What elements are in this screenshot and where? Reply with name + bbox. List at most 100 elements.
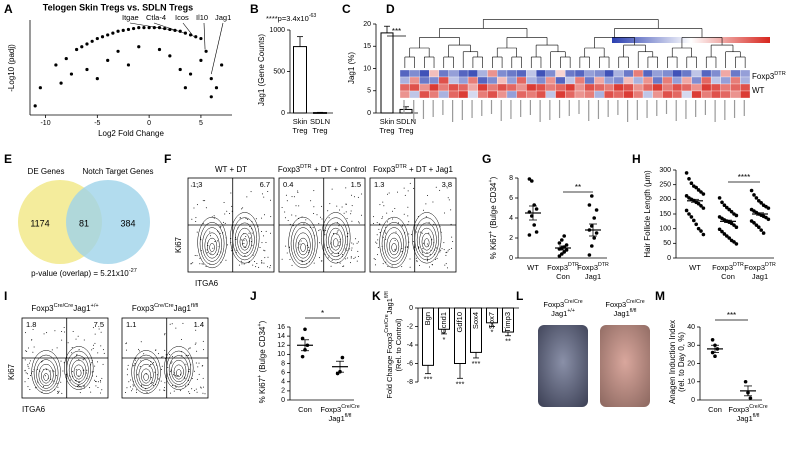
y-tick-label: 8 xyxy=(509,175,513,182)
event-dot xyxy=(376,254,378,256)
event-dot xyxy=(203,349,205,351)
text-run: Foxp3 xyxy=(31,304,54,313)
leader-line xyxy=(153,22,185,34)
event-dot xyxy=(339,209,341,211)
event-dot xyxy=(135,358,137,360)
event-dot xyxy=(151,382,153,384)
heatmap-cell xyxy=(448,76,459,85)
data-point xyxy=(54,63,58,67)
count: 384 xyxy=(120,218,135,228)
panel-E: E DE Genes Notch Target Genes 1174 81 384 p-va… xyxy=(4,152,154,278)
data-point xyxy=(717,196,722,200)
contour xyxy=(171,359,187,383)
event-dot xyxy=(297,190,299,192)
event-dot xyxy=(412,241,414,243)
event-dot xyxy=(339,262,341,264)
event-dot xyxy=(155,349,157,351)
event-dot xyxy=(270,199,272,201)
event-dot xyxy=(243,239,245,241)
y-tick-label: 500 xyxy=(273,68,285,75)
event-dot xyxy=(381,218,383,220)
category-label: Jag1 xyxy=(585,272,601,281)
data-point xyxy=(759,201,763,205)
contour xyxy=(389,237,400,256)
category-label: Jag1fl/fl xyxy=(329,413,352,423)
event-dot xyxy=(195,329,197,331)
event-dot xyxy=(57,391,59,393)
event-dot xyxy=(291,264,293,266)
y-axis-label: Fold Change Foxp3Cre/CreJag1fl/fl xyxy=(384,291,394,398)
event-dot xyxy=(86,369,88,371)
heatmap-cell xyxy=(438,76,449,85)
data-point xyxy=(116,29,120,33)
event-dot xyxy=(164,387,166,389)
event-dot xyxy=(440,249,442,251)
y-tick-label: 30 xyxy=(687,342,695,349)
event-dot xyxy=(289,223,291,225)
event-dot xyxy=(200,250,202,252)
event-dot xyxy=(350,210,352,212)
photo-title: Foxp3Cre/Cre xyxy=(605,299,644,309)
heatmap-cell xyxy=(662,83,673,92)
event-dot xyxy=(261,262,263,264)
event-dot xyxy=(378,223,380,225)
event-dot xyxy=(291,196,293,198)
data-point xyxy=(300,354,305,359)
heatmap-cell xyxy=(623,83,634,92)
event-dot xyxy=(344,248,346,250)
event-dot xyxy=(377,239,379,241)
superscript: + xyxy=(257,375,263,378)
event-dot xyxy=(322,229,324,231)
event-dot xyxy=(160,380,162,382)
event-dot xyxy=(25,332,27,334)
event-dot xyxy=(206,252,208,254)
event-dot xyxy=(231,205,233,207)
data-point xyxy=(106,33,110,37)
y-tick-label: 16 xyxy=(277,324,285,331)
event-dot xyxy=(188,371,190,373)
data-point xyxy=(137,45,141,49)
significance: * xyxy=(491,327,494,336)
event-dot xyxy=(403,213,405,215)
event-dot xyxy=(408,221,410,223)
bar xyxy=(502,307,514,333)
heatmap-cell xyxy=(623,76,634,85)
event-dot xyxy=(419,231,421,233)
event-dot xyxy=(132,388,134,390)
significance: *** xyxy=(727,311,736,320)
event-dot xyxy=(195,221,197,223)
event-dot xyxy=(385,261,387,263)
event-dot xyxy=(28,362,30,364)
event-dot xyxy=(403,187,405,189)
heatmap-cell xyxy=(409,90,420,99)
event-dot xyxy=(79,392,81,394)
event-dot xyxy=(426,243,428,245)
event-dot xyxy=(264,250,266,252)
event-dot xyxy=(25,372,27,374)
heatmap-cell xyxy=(506,83,517,92)
data-point xyxy=(694,185,698,190)
event-dot xyxy=(29,388,31,390)
bar xyxy=(470,307,482,353)
category-label: Foxp3DTR xyxy=(547,262,579,272)
event-dot xyxy=(90,391,92,393)
event-dot xyxy=(341,254,343,256)
contour xyxy=(412,212,442,264)
heatmap-cell xyxy=(467,76,478,85)
heatmap-cell xyxy=(516,76,527,85)
text-run: Jag1 xyxy=(73,304,91,313)
event-dot xyxy=(372,222,374,224)
event-dot xyxy=(94,365,96,367)
y-axis-label: Anagen Induction Index xyxy=(668,320,677,404)
event-dot xyxy=(318,230,320,232)
event-dot xyxy=(408,233,410,235)
event-dot xyxy=(188,368,190,370)
event-dot xyxy=(264,257,266,259)
event-dot xyxy=(346,249,348,251)
event-dot xyxy=(244,255,246,257)
event-dot xyxy=(313,213,315,215)
event-dot xyxy=(164,382,166,384)
superscript: Cre/Cre xyxy=(564,299,582,305)
contour xyxy=(321,212,351,264)
